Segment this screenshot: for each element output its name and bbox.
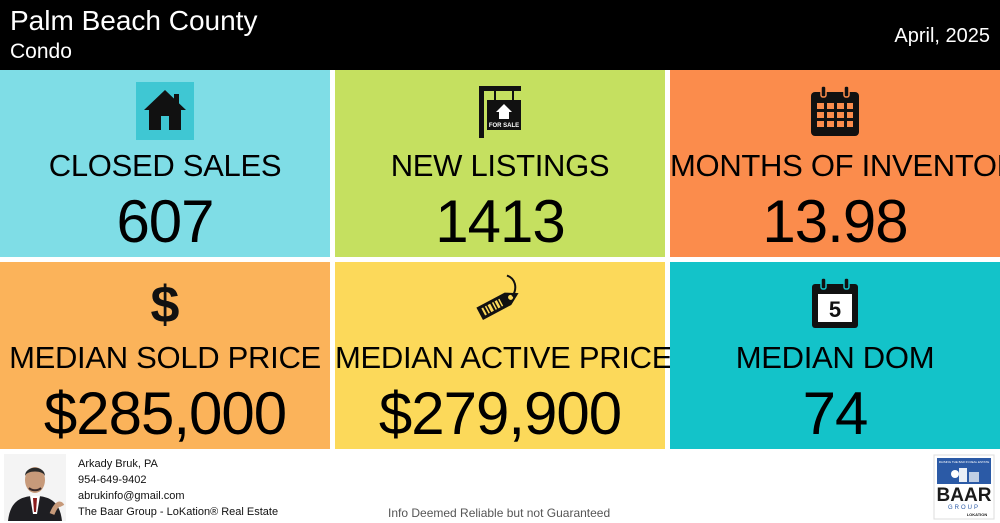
agent-contact: Arkady Bruk, PA 954-649-9402 abrukinfo@g… [78, 456, 278, 520]
new-listings-tile: FOR SALE NEW LISTINGS 1413 [335, 70, 665, 257]
median-sold-price-tile: $ MEDIAN SOLD PRICE $285,000 [0, 262, 330, 449]
calendar-grid-icon [811, 85, 859, 136]
avatar [4, 454, 66, 521]
house-icon [136, 82, 194, 140]
months-of-inventory-tile: MONTHS OF INVENTORY 13.98 [670, 70, 1000, 257]
svg-text:LOKATION: LOKATION [967, 512, 988, 517]
agent-name: Arkady Bruk, PA [78, 458, 158, 470]
disclaimer-text: Info Deemed Reliable but not Guaranteed [388, 506, 611, 520]
tile-value: 607 [116, 188, 214, 255]
for-sale-sign-icon: FOR SALE [479, 86, 521, 138]
tile-label: CLOSED SALES [48, 148, 282, 183]
svg-text:$: $ [151, 276, 180, 332]
report-date: April, 2025 [894, 25, 990, 47]
svg-text:FOR SALE: FOR SALE [489, 123, 519, 129]
tile-label: MEDIAN SOLD PRICE [9, 340, 321, 375]
agent-phone: 954-649-9402 [78, 474, 147, 486]
header-bar: Palm Beach County Condo April, 2025 [0, 0, 1000, 70]
agent-email: abrukinfo@gmail.com [78, 490, 185, 502]
tile-value: 1413 [435, 188, 565, 255]
tile-value: $279,900 [378, 380, 622, 447]
median-dom-tile: 5 MEDIAN DOM 74 [670, 262, 1000, 449]
tile-label: MEDIAN DOM [735, 340, 935, 375]
county-title: Palm Beach County [10, 5, 258, 36]
calendar-day-icon: 5 [812, 277, 858, 328]
tile-value: 74 [802, 380, 869, 447]
svg-text:GROUP: GROUP [948, 505, 980, 511]
tile-value: $285,000 [43, 380, 287, 447]
tile-label: MEDIAN ACTIVE PRICE [335, 340, 673, 375]
baar-group-logo: RAISING THE BAR IN REAL ESTATE BAAR GROU… [933, 454, 995, 521]
agent-company: The Baar Group - LoKation® Real Estate [78, 506, 279, 518]
median-active-price-tile: MEDIAN ACTIVE PRICE $279,900 [335, 262, 673, 449]
tile-value: 13.98 [762, 188, 908, 255]
closed-sales-tile: CLOSED SALES 607 [0, 70, 330, 257]
price-tag-icon [476, 274, 519, 320]
svg-text:5: 5 [829, 297, 841, 322]
svg-text:RAISING THE BAR IN REAL ESTATE: RAISING THE BAR IN REAL ESTATE [939, 460, 990, 464]
agent-footer: Arkady Bruk, PA 954-649-9402 abrukinfo@g… [0, 452, 1000, 523]
property-type-subtitle: Condo [10, 40, 72, 63]
tile-label: NEW LISTINGS [390, 148, 610, 183]
tile-label: MONTHS OF INVENTORY [670, 148, 1000, 183]
dollar-icon: $ [151, 276, 180, 332]
svg-text:BAAR: BAAR [937, 485, 992, 506]
